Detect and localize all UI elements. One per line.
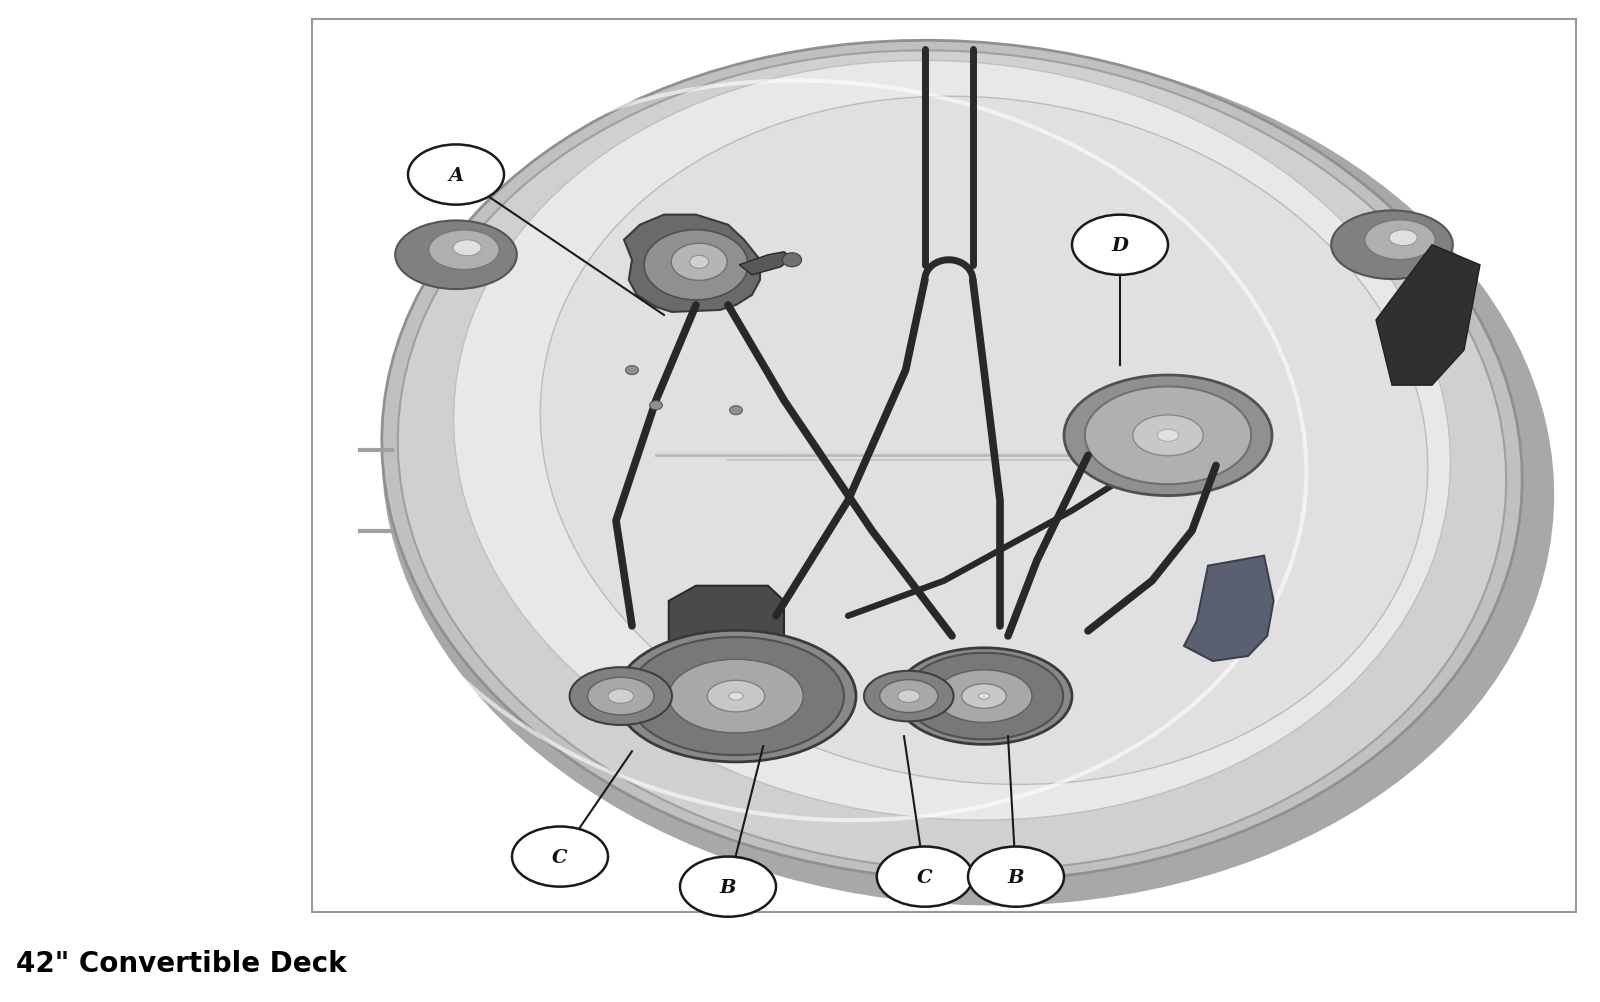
Ellipse shape: [1064, 376, 1272, 496]
Ellipse shape: [728, 692, 742, 700]
Ellipse shape: [707, 680, 765, 712]
Ellipse shape: [570, 667, 672, 725]
Ellipse shape: [382, 41, 1522, 881]
Ellipse shape: [643, 230, 749, 301]
Ellipse shape: [864, 671, 954, 721]
Text: 42" Convertible Deck: 42" Convertible Deck: [16, 949, 347, 977]
Ellipse shape: [608, 689, 634, 703]
Circle shape: [968, 847, 1064, 907]
Ellipse shape: [906, 653, 1064, 739]
Ellipse shape: [880, 680, 938, 712]
Ellipse shape: [898, 690, 920, 702]
FancyBboxPatch shape: [312, 20, 1576, 912]
Polygon shape: [669, 586, 784, 716]
Text: D: D: [1112, 236, 1128, 255]
Ellipse shape: [672, 243, 726, 281]
Ellipse shape: [1133, 416, 1203, 456]
Ellipse shape: [616, 630, 856, 763]
Polygon shape: [1376, 245, 1480, 386]
Ellipse shape: [1085, 387, 1251, 485]
Ellipse shape: [398, 51, 1506, 871]
Ellipse shape: [1389, 230, 1418, 246]
Ellipse shape: [587, 677, 654, 715]
Ellipse shape: [1157, 430, 1179, 442]
Polygon shape: [1184, 556, 1274, 661]
Ellipse shape: [541, 97, 1427, 785]
Circle shape: [877, 847, 973, 907]
Circle shape: [512, 827, 608, 887]
Text: B: B: [1008, 868, 1024, 886]
Ellipse shape: [782, 254, 802, 268]
Ellipse shape: [979, 693, 989, 699]
Ellipse shape: [690, 256, 709, 269]
Ellipse shape: [1365, 220, 1435, 261]
Polygon shape: [739, 253, 792, 276]
Ellipse shape: [669, 659, 803, 733]
Ellipse shape: [730, 407, 742, 416]
Circle shape: [1072, 215, 1168, 276]
Ellipse shape: [453, 240, 482, 257]
Ellipse shape: [936, 670, 1032, 722]
Polygon shape: [624, 215, 760, 313]
Ellipse shape: [1331, 211, 1453, 280]
Ellipse shape: [896, 648, 1072, 744]
Ellipse shape: [626, 366, 638, 375]
Ellipse shape: [650, 402, 662, 411]
Text: B: B: [720, 878, 736, 896]
Text: C: C: [552, 848, 568, 866]
Text: C: C: [917, 868, 933, 886]
Text: A: A: [448, 166, 464, 184]
Ellipse shape: [395, 221, 517, 290]
Circle shape: [680, 857, 776, 917]
Ellipse shape: [429, 230, 499, 271]
Ellipse shape: [453, 61, 1451, 821]
Ellipse shape: [627, 637, 845, 756]
Circle shape: [408, 145, 504, 205]
Ellipse shape: [382, 46, 1554, 906]
Ellipse shape: [962, 684, 1006, 708]
